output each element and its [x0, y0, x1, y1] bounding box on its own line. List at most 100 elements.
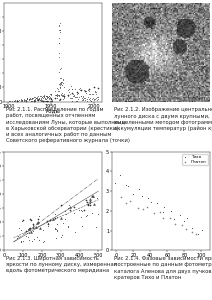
- Point: [29, 229, 32, 234]
- Тихо: [155, 201, 158, 206]
- Point: [33, 236, 36, 241]
- Point: [29, 217, 33, 222]
- Point: [56, 87, 59, 92]
- Point: [85, 200, 89, 205]
- Point: [66, 206, 70, 211]
- Point: [80, 98, 83, 103]
- Point: [34, 96, 38, 100]
- Point: [91, 194, 94, 199]
- Point: [41, 239, 45, 244]
- Point: [34, 96, 38, 100]
- Point: [85, 96, 89, 101]
- Point: [29, 226, 32, 231]
- Point: [27, 227, 31, 232]
- Point: [90, 97, 94, 101]
- Point: [64, 212, 67, 217]
- Point: [59, 216, 63, 221]
- Point: [53, 215, 57, 220]
- Text: Рис 2.1.4. Фазовые зависимости яркости Луны,
построенные по данным фотометрическ: Рис 2.1.4. Фазовые зависимости яркости Л…: [114, 256, 212, 280]
- Text: Рис 2.1.2. Изображение центральной части
лунного диска с двумя крупными,
выделен: Рис 2.1.2. Изображение центральной части…: [114, 107, 212, 131]
- Point: [26, 97, 29, 102]
- Point: [63, 217, 66, 222]
- Point: [28, 97, 31, 102]
- Point: [35, 225, 38, 230]
- Платон: [128, 198, 132, 203]
- Point: [56, 96, 59, 100]
- Тихо: [196, 231, 199, 236]
- Point: [33, 94, 36, 99]
- Point: [60, 93, 64, 98]
- Point: [40, 97, 43, 102]
- Point: [51, 217, 54, 222]
- Point: [33, 95, 36, 100]
- Point: [83, 96, 86, 100]
- Point: [70, 96, 73, 101]
- Point: [44, 96, 47, 101]
- Point: [92, 98, 95, 103]
- Тихо: [113, 181, 117, 185]
- Point: [79, 88, 82, 93]
- Point: [45, 94, 49, 99]
- Point: [39, 94, 43, 99]
- Text: Рис 2.1.1. Распределение по годам
работ, посвященных отчленням
исследованиям Лун: Рис 2.1.1. Распределение по годам работ,…: [6, 107, 130, 143]
- Point: [75, 92, 78, 97]
- Point: [58, 28, 61, 32]
- Point: [75, 99, 78, 103]
- Point: [55, 94, 58, 99]
- Point: [31, 225, 35, 230]
- Point: [15, 236, 19, 240]
- Point: [32, 97, 35, 102]
- Point: [28, 95, 32, 100]
- Point: [49, 95, 53, 100]
- Point: [61, 94, 65, 98]
- Point: [55, 215, 59, 220]
- Point: [58, 81, 61, 85]
- Point: [79, 214, 82, 219]
- Point: [20, 97, 24, 102]
- Point: [30, 238, 33, 243]
- Платон: [158, 209, 162, 214]
- Point: [58, 55, 61, 60]
- Point: [41, 96, 45, 100]
- Point: [24, 98, 27, 103]
- Point: [26, 226, 30, 231]
- Point: [62, 85, 65, 89]
- Point: [90, 92, 93, 97]
- Point: [31, 222, 35, 227]
- Point: [86, 88, 89, 93]
- Point: [96, 94, 100, 99]
- Point: [87, 89, 90, 94]
- Point: [66, 94, 70, 98]
- Point: [57, 93, 60, 98]
- Платон: [190, 230, 194, 234]
- Point: [95, 225, 98, 230]
- Point: [36, 95, 39, 100]
- Point: [55, 222, 59, 226]
- Point: [73, 205, 76, 210]
- Point: [75, 94, 79, 99]
- Point: [24, 98, 28, 103]
- Point: [54, 93, 57, 98]
- Point: [46, 99, 49, 103]
- Point: [73, 230, 77, 235]
- Тихо: [127, 184, 130, 188]
- Point: [24, 99, 27, 103]
- Point: [82, 93, 85, 98]
- Point: [96, 96, 100, 101]
- Point: [16, 233, 20, 238]
- Point: [86, 203, 90, 208]
- Point: [46, 98, 49, 103]
- Point: [41, 98, 45, 103]
- Point: [54, 226, 57, 231]
- Point: [72, 92, 75, 96]
- Point: [53, 226, 56, 231]
- Point: [49, 97, 53, 102]
- Point: [45, 95, 49, 100]
- Point: [59, 235, 63, 239]
- Point: [71, 94, 75, 98]
- Point: [53, 88, 57, 93]
- Point: [29, 98, 33, 103]
- Point: [59, 80, 63, 85]
- Point: [26, 234, 29, 239]
- Point: [45, 219, 48, 224]
